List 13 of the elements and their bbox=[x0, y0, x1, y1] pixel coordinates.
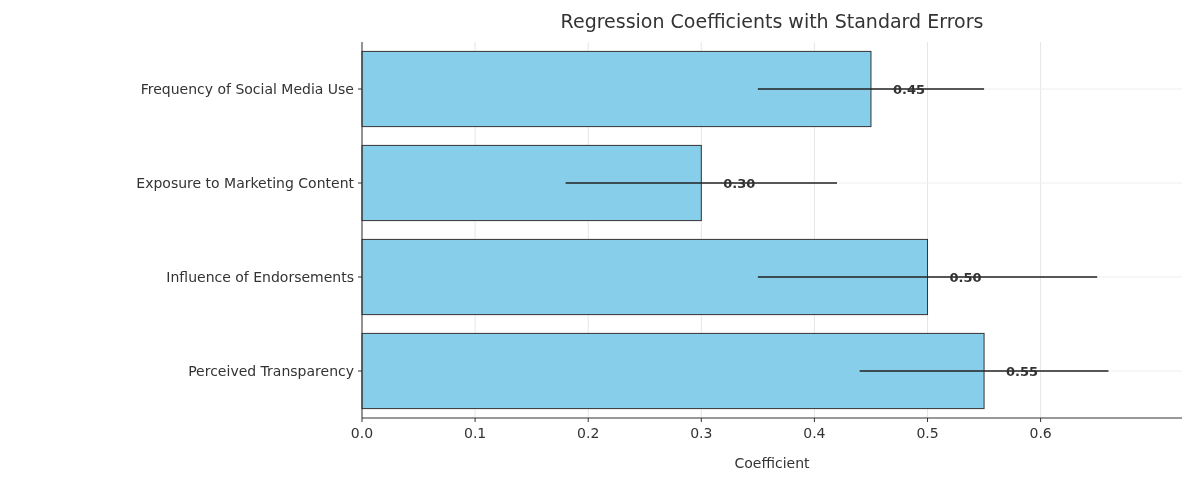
x-tick-label: 0.6 bbox=[1029, 425, 1052, 441]
x-tick-label: 0.0 bbox=[350, 425, 374, 441]
x-axis-title: Coefficient bbox=[734, 455, 811, 471]
x-tick-label: 0.1 bbox=[463, 425, 487, 441]
x-tick-label: 0.2 bbox=[577, 425, 600, 441]
x-tick-label: 0.3 bbox=[690, 425, 713, 441]
x-tick-label: 0.5 bbox=[916, 425, 939, 441]
chart-title: Regression Coefficients with Standard Errors bbox=[560, 10, 984, 32]
y-tick-label: Influence of Endorsements bbox=[166, 269, 354, 285]
y-tick-label: Perceived Transparency bbox=[188, 363, 354, 379]
x-tick-label: 0.4 bbox=[803, 425, 826, 441]
y-tick-label: Frequency of Social Media Use bbox=[140, 81, 354, 97]
y-tick-label: Exposure to Marketing Content bbox=[136, 175, 355, 191]
